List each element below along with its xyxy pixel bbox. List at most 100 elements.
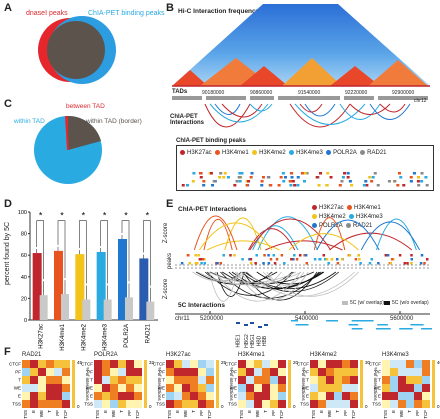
f-row-label: PF <box>15 370 21 375</box>
binding-peak-mark <box>185 184 189 187</box>
d-bar-background <box>125 297 133 320</box>
f-col-label: E <box>103 410 108 413</box>
f-heatmap-cell <box>270 368 278 376</box>
e-peak-mark <box>262 262 265 265</box>
e-peak-mark <box>377 262 380 265</box>
f-row-label: T <box>234 378 237 383</box>
binding-peak-mark <box>249 176 253 179</box>
e-gene-mark <box>376 328 391 330</box>
e-gene-mark <box>295 324 305 326</box>
binding-peak-mark <box>222 176 226 179</box>
e-peak-mark <box>305 262 309 265</box>
f-heatmap-cell <box>134 384 142 392</box>
e-peak-mark <box>249 262 253 265</box>
f-col-label: T <box>407 410 412 413</box>
binding-peak-mark <box>402 184 406 187</box>
e-peak-mark <box>359 262 362 265</box>
e-peak-mark <box>327 262 330 265</box>
f-heatmap-cell <box>126 376 134 384</box>
f-heatmap-cell <box>414 392 422 400</box>
b-binding-box <box>176 145 434 191</box>
binding-peak-mark <box>348 180 352 183</box>
f-heatmap-cell <box>190 360 198 368</box>
f-heatmap-cell <box>38 360 46 368</box>
f-heatmap-cell <box>238 400 246 408</box>
b-legend-item: H3K4me2 <box>252 149 286 156</box>
f-heatmap-cell <box>94 376 102 384</box>
f-heatmap-cell <box>94 384 102 392</box>
f-col-label: WE <box>39 410 44 417</box>
f-heatmap-cell <box>126 368 134 376</box>
f-heatmap-cell <box>126 400 134 408</box>
b-pos-5: 92900000 <box>392 90 415 96</box>
f-col-label: TSS <box>239 410 244 419</box>
e-legend: H3K27ac H3K4me1 H3K4me2 H3K4me3 POLR2A R… <box>312 204 432 231</box>
f-col-label: PF <box>127 410 132 416</box>
f-col-label: CTCF <box>63 410 68 419</box>
f-heatmap-cell <box>110 368 118 376</box>
e-peak-mark <box>420 254 424 257</box>
f-heatmap-cell <box>278 368 286 376</box>
f-row-label: T <box>162 378 165 383</box>
f-heatmap-cell <box>262 376 270 384</box>
panel-e-letter: E <box>166 198 174 210</box>
e-peak-mark <box>200 262 203 265</box>
f-heatmap-cell <box>326 360 334 368</box>
f-heatmap-cell <box>350 392 358 400</box>
f-heatmap-cell <box>198 384 206 392</box>
f-heatmap-cell <box>254 392 262 400</box>
f-row-label: CTCF <box>9 362 21 367</box>
f-col-label: PF <box>415 410 420 416</box>
f-heatmap-cell <box>318 392 326 400</box>
binding-peak-mark <box>219 172 223 175</box>
f-heatmap-cell <box>198 360 206 368</box>
f-heatmap-cell <box>182 400 190 408</box>
binding-peak-mark <box>417 176 421 179</box>
e-5c-arc <box>216 271 245 297</box>
f-heatmap-cell <box>134 368 142 376</box>
f-heatmap-title: H3K27ac <box>166 352 191 358</box>
f-heatmap-cell <box>62 392 70 400</box>
f-heatmap-cell <box>382 384 390 392</box>
f-colorbar-max: 20 <box>293 360 299 365</box>
f-heatmap-cell <box>102 376 110 384</box>
e-peak-mark <box>195 262 199 265</box>
f-heatmap-cell <box>174 368 182 376</box>
f-heatmap-cell <box>414 384 422 392</box>
f-heatmap-cell <box>310 360 318 368</box>
binding-peak-mark <box>266 176 270 179</box>
f-row-label: E <box>162 394 165 399</box>
binding-peak-mark <box>192 172 196 175</box>
f-colorbar-max: 25 <box>221 360 227 365</box>
f-heatmap-cell <box>190 384 198 392</box>
e-chiapet-arc <box>248 228 296 251</box>
f-col-label: T <box>119 410 124 413</box>
e-gene-mark <box>290 320 298 322</box>
f-heatmap-cell <box>342 392 350 400</box>
e-gene-mark <box>399 328 413 330</box>
f-heatmap-cell <box>94 392 102 400</box>
f-row-label: E <box>90 394 93 399</box>
f-heatmap-cell <box>246 400 254 408</box>
e-5c-arc <box>246 271 355 297</box>
f-heatmap-cell <box>270 360 278 368</box>
f-heatmap-cell <box>38 376 46 384</box>
d-category-label: H3K4me2 <box>81 323 87 350</box>
e-peak-mark <box>325 258 329 261</box>
d-category-label: RAD21 <box>145 323 151 343</box>
f-col-label: CTCF <box>351 410 356 419</box>
e-peak-mark <box>419 262 423 265</box>
binding-peak-mark <box>223 172 227 175</box>
f-col-label: T <box>191 410 196 413</box>
f-heatmap-cell <box>390 360 398 368</box>
f-heatmap-cell <box>342 376 350 384</box>
f-row-label: CTCF <box>369 362 381 367</box>
f-colorbar <box>360 360 363 408</box>
f-heatmap-cell <box>262 368 270 376</box>
f-col-label: WE <box>327 410 332 417</box>
f-heatmap-cell <box>22 400 30 408</box>
e-5c-arc <box>208 271 238 302</box>
e-peak-mark <box>187 254 190 257</box>
